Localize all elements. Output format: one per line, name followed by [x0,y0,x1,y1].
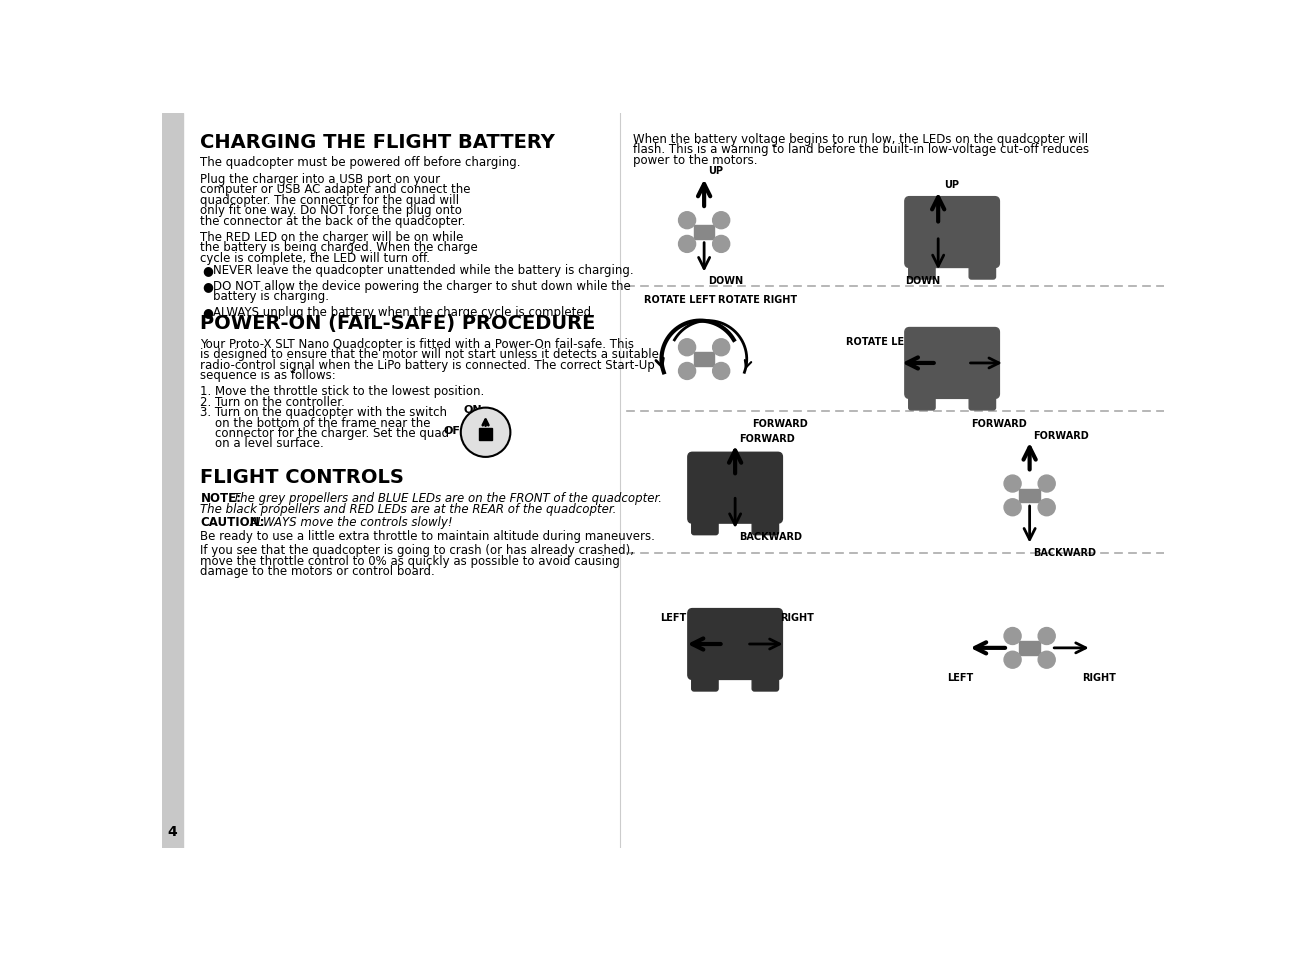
FancyBboxPatch shape [909,389,935,411]
Circle shape [712,339,729,356]
Text: NEVER leave the quadcopter unattended while the battery is charging.: NEVER leave the quadcopter unattended wh… [213,264,634,276]
Text: RIGHT: RIGHT [780,612,815,622]
FancyBboxPatch shape [905,197,999,268]
Text: FORWARD: FORWARD [740,434,795,443]
Text: CAUTION:: CAUTION: [200,516,265,529]
Circle shape [1005,628,1021,645]
Text: ALWAYS unplug the battery when the charge cycle is completed.: ALWAYS unplug the battery when the charg… [213,306,595,318]
Circle shape [679,213,696,230]
FancyBboxPatch shape [753,514,778,535]
Text: POWER-ON (FAIL-SAFE) PROCEDURE: POWER-ON (FAIL-SAFE) PROCEDURE [200,314,596,333]
Text: is designed to ensure that the motor will not start unless it detects a suitable: is designed to ensure that the motor wil… [200,348,659,361]
Text: ●: ● [202,264,213,276]
Text: NOTE:: NOTE: [200,491,242,504]
FancyBboxPatch shape [970,258,996,280]
Bar [1019,641,1040,655]
Bar [162,114,184,848]
Text: ●: ● [202,279,213,293]
Text: 3. Turn on the quadcopter with the switch: 3. Turn on the quadcopter with the switc… [200,406,447,419]
Text: ON: ON [464,404,482,415]
Circle shape [712,363,729,380]
FancyBboxPatch shape [688,609,782,679]
Text: quadcopter. The connector for the quad will: quadcopter. The connector for the quad w… [200,193,459,207]
Text: cycle is complete, the LED will turn off.: cycle is complete, the LED will turn off… [200,252,431,264]
Text: FORWARD: FORWARD [1033,431,1089,441]
Text: If you see that the quadcopter is going to crash (or has already crashed),: If you see that the quadcopter is going … [200,543,635,557]
Text: ROTATE RIGHT: ROTATE RIGHT [917,336,997,347]
Text: sequence is as follows:: sequence is as follows: [200,369,336,381]
FancyBboxPatch shape [692,514,718,535]
FancyBboxPatch shape [909,258,935,280]
Text: connector for the charger. Set the quad: connector for the charger. Set the quad [200,427,450,439]
Text: Be ready to use a little extra throttle to maintain altitude during maneuvers.: Be ready to use a little extra throttle … [200,529,656,542]
Text: radio-control signal when the LiPo battery is connected. The correct Start-Up: radio-control signal when the LiPo batte… [200,358,656,371]
Text: 2. Turn on the controller.: 2. Turn on the controller. [200,395,345,408]
Text: battery is charging.: battery is charging. [213,290,328,303]
Text: Your Proto-X SLT Nano Quadcopter is fitted with a Power-On fail-safe. This: Your Proto-X SLT Nano Quadcopter is fitt… [200,337,635,351]
Text: UP: UP [944,180,959,190]
Text: The grey propellers and BLUE LEDs are on the FRONT of the quadcopter.: The grey propellers and BLUE LEDs are on… [233,491,662,504]
FancyBboxPatch shape [688,453,782,523]
Text: LEFT: LEFT [659,612,687,622]
Bar [480,428,491,440]
Text: When the battery voltage begins to run low, the LEDs on the quadcopter will: When the battery voltage begins to run l… [632,132,1087,146]
Text: the battery is being charged. When the charge: the battery is being charged. When the c… [200,241,478,253]
Text: LEFT: LEFT [946,673,974,682]
Text: the connector at the back of the quadcopter.: the connector at the back of the quadcop… [200,214,465,228]
Text: on a level surface.: on a level surface. [200,437,325,450]
Circle shape [712,236,729,253]
Circle shape [679,339,696,356]
FancyBboxPatch shape [905,328,999,399]
Text: damage to the motors or control board.: damage to the motors or control board. [200,564,436,578]
Circle shape [679,236,696,253]
Circle shape [460,408,511,457]
Circle shape [1038,499,1055,517]
Text: 1. Move the throttle stick to the lowest position.: 1. Move the throttle stick to the lowest… [200,384,485,397]
Circle shape [1005,652,1021,668]
Text: flash. This is a warning to land before the built-in low-voltage cut-off reduces: flash. This is a warning to land before … [632,143,1089,156]
Text: ●: ● [202,306,213,318]
Text: DO NOT allow the device powering the charger to shut down while the: DO NOT allow the device powering the cha… [213,279,631,293]
Text: on the bottom of the frame near the: on the bottom of the frame near the [200,416,431,429]
FancyBboxPatch shape [970,389,996,411]
Text: power to the motors.: power to the motors. [632,153,758,167]
Text: FLIGHT CONTROLS: FLIGHT CONTROLS [200,467,405,486]
Text: The RED LED on the charger will be on while: The RED LED on the charger will be on wh… [200,231,464,244]
Bar [1019,489,1040,502]
Circle shape [1005,476,1021,493]
Text: BACKWARD: BACKWARD [1033,547,1096,557]
Text: UP: UP [709,166,723,176]
Text: computer or USB AC adapter and connect the: computer or USB AC adapter and connect t… [200,183,471,196]
Circle shape [712,213,729,230]
Text: DOWN: DOWN [905,275,941,286]
Text: FORWARD: FORWARD [971,419,1027,429]
Text: RIGHT: RIGHT [1082,673,1116,682]
Text: The black propellers and RED LEDs are at the REAR of the quadcopter.: The black propellers and RED LEDs are at… [200,502,617,515]
FancyBboxPatch shape [753,670,778,691]
Bar [694,353,714,367]
Text: Plug the charger into a USB port on your: Plug the charger into a USB port on your [200,172,441,186]
Text: move the throttle control to 0% as quickly as possible to avoid causing: move the throttle control to 0% as quick… [200,554,621,567]
Text: ROTATE RIGHT: ROTATE RIGHT [718,294,798,304]
Text: only fit one way. Do NOT force the plug onto: only fit one way. Do NOT force the plug … [200,204,463,217]
Text: OFF: OFF [443,426,468,436]
Circle shape [1038,628,1055,645]
Text: BACKWARD: BACKWARD [740,532,802,541]
Text: ROTATE LEFT: ROTATE LEFT [644,294,716,304]
Text: ROTATE LEFT: ROTATE LEFT [846,336,918,347]
Text: CHARGING THE FLIGHT BATTERY: CHARGING THE FLIGHT BATTERY [200,132,555,152]
Circle shape [679,363,696,380]
Text: The quadcopter must be powered off before charging.: The quadcopter must be powered off befor… [200,156,521,169]
Text: FORWARD: FORWARD [753,419,808,429]
Circle shape [1038,476,1055,493]
Text: DOWN: DOWN [709,275,743,286]
Circle shape [1005,499,1021,517]
FancyBboxPatch shape [692,670,718,691]
Circle shape [1038,652,1055,668]
Text: 4: 4 [168,824,177,839]
Text: ALWAYS move the controls slowly!: ALWAYS move the controls slowly! [250,516,453,529]
Bar [694,226,714,239]
